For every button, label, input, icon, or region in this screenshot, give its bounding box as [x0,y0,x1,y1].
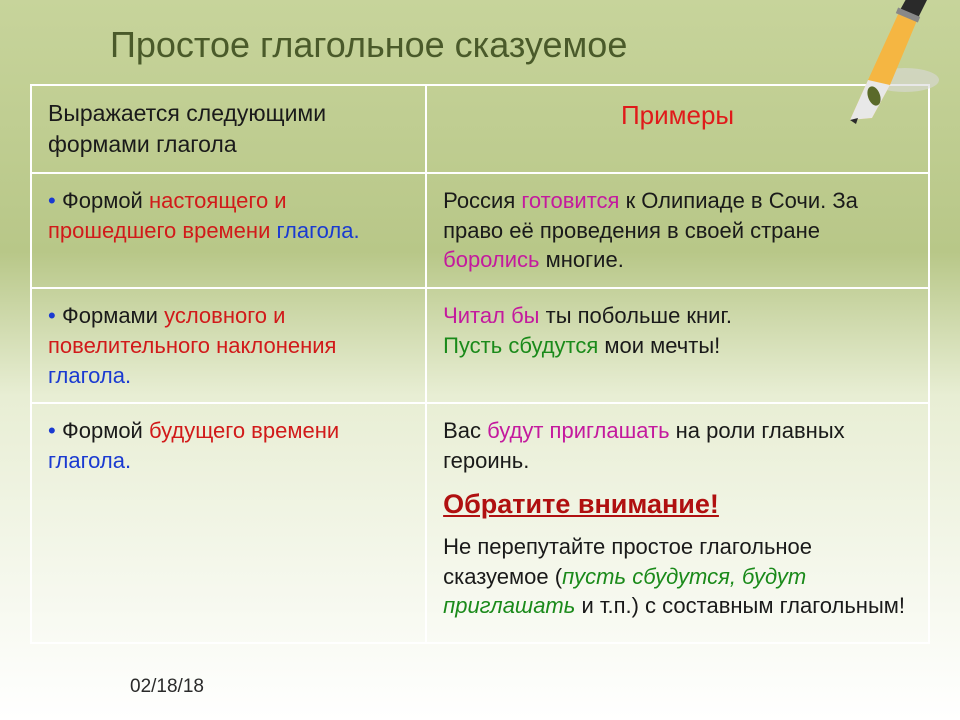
header-left-text: Выражается следующими формами глагола [48,100,326,157]
r3-line3: Не перепутайте простое глагольное сказуе… [443,532,912,621]
r1-pre: Формой [62,188,149,213]
table-row: •Формами условного и повелительного накл… [31,288,929,403]
r3-pre: Формой [62,418,149,443]
row1-left: •Формой настоящего и прошедшего времени … [31,173,426,288]
header-left-cell: Выражается следующими формами глагола [31,85,426,173]
r2-t4: мои мечты! [598,333,720,358]
r3-line1: Вас будут приглашать на роли главных гер… [443,416,912,475]
r1-t1: Россия [443,188,521,213]
slide: Простое глагольное сказуемое Выражается … [0,0,960,720]
content-table: Выражается следующими формами глагола Пр… [30,84,930,644]
pen-icon [810,0,950,130]
r3-blue: глагола. [48,448,131,473]
bullet-icon: • [48,301,62,331]
table-header-row: Выражается следующими формами глагола Пр… [31,85,929,173]
title-area: Простое глагольное сказуемое [0,0,960,84]
table-row: •Формой настоящего и прошедшего времени … [31,173,929,288]
r2-t1: Читал бы [443,303,539,328]
r2-pre: Формами [62,303,164,328]
r1-t3: многие. [540,247,624,272]
r2-t2: ты побольше книг. [540,303,732,328]
r3-m1: будут приглашать [487,418,669,443]
r1-m2: боролись [443,247,539,272]
r2-blue: глагола. [48,363,131,388]
r3-t4: и т.п.) с составным глагольным! [575,593,905,618]
row1-right: Россия готовится к Олипиаде в Сочи. За п… [426,173,929,288]
bullet-icon: • [48,416,62,446]
row3-left: •Формой будущего времени глагола. [31,403,426,643]
r2-line2: Пусть сбудутся мои мечты! [443,331,912,361]
r3-t1: Вас [443,418,487,443]
r1-blue: глагола. [270,218,359,243]
r3-red: будущего времени [149,418,339,443]
date-label: 02/18/18 [130,676,204,698]
row2-right: Читал бы ты побольше книг. Пусть сбудутс… [426,288,929,403]
r1-m1: готовится [521,188,619,213]
row3-right: Вас будут приглашать на роли главных гер… [426,403,929,643]
bullet-icon: • [48,186,62,216]
r2-line1: Читал бы ты побольше книг. [443,301,912,331]
r2-t3: Пусть сбудутся [443,333,598,358]
attention-label: Обратите внимание! [443,486,912,522]
row2-left: •Формами условного и повелительного накл… [31,288,426,403]
table-row: •Формой будущего времени глагола. Вас бу… [31,403,929,643]
